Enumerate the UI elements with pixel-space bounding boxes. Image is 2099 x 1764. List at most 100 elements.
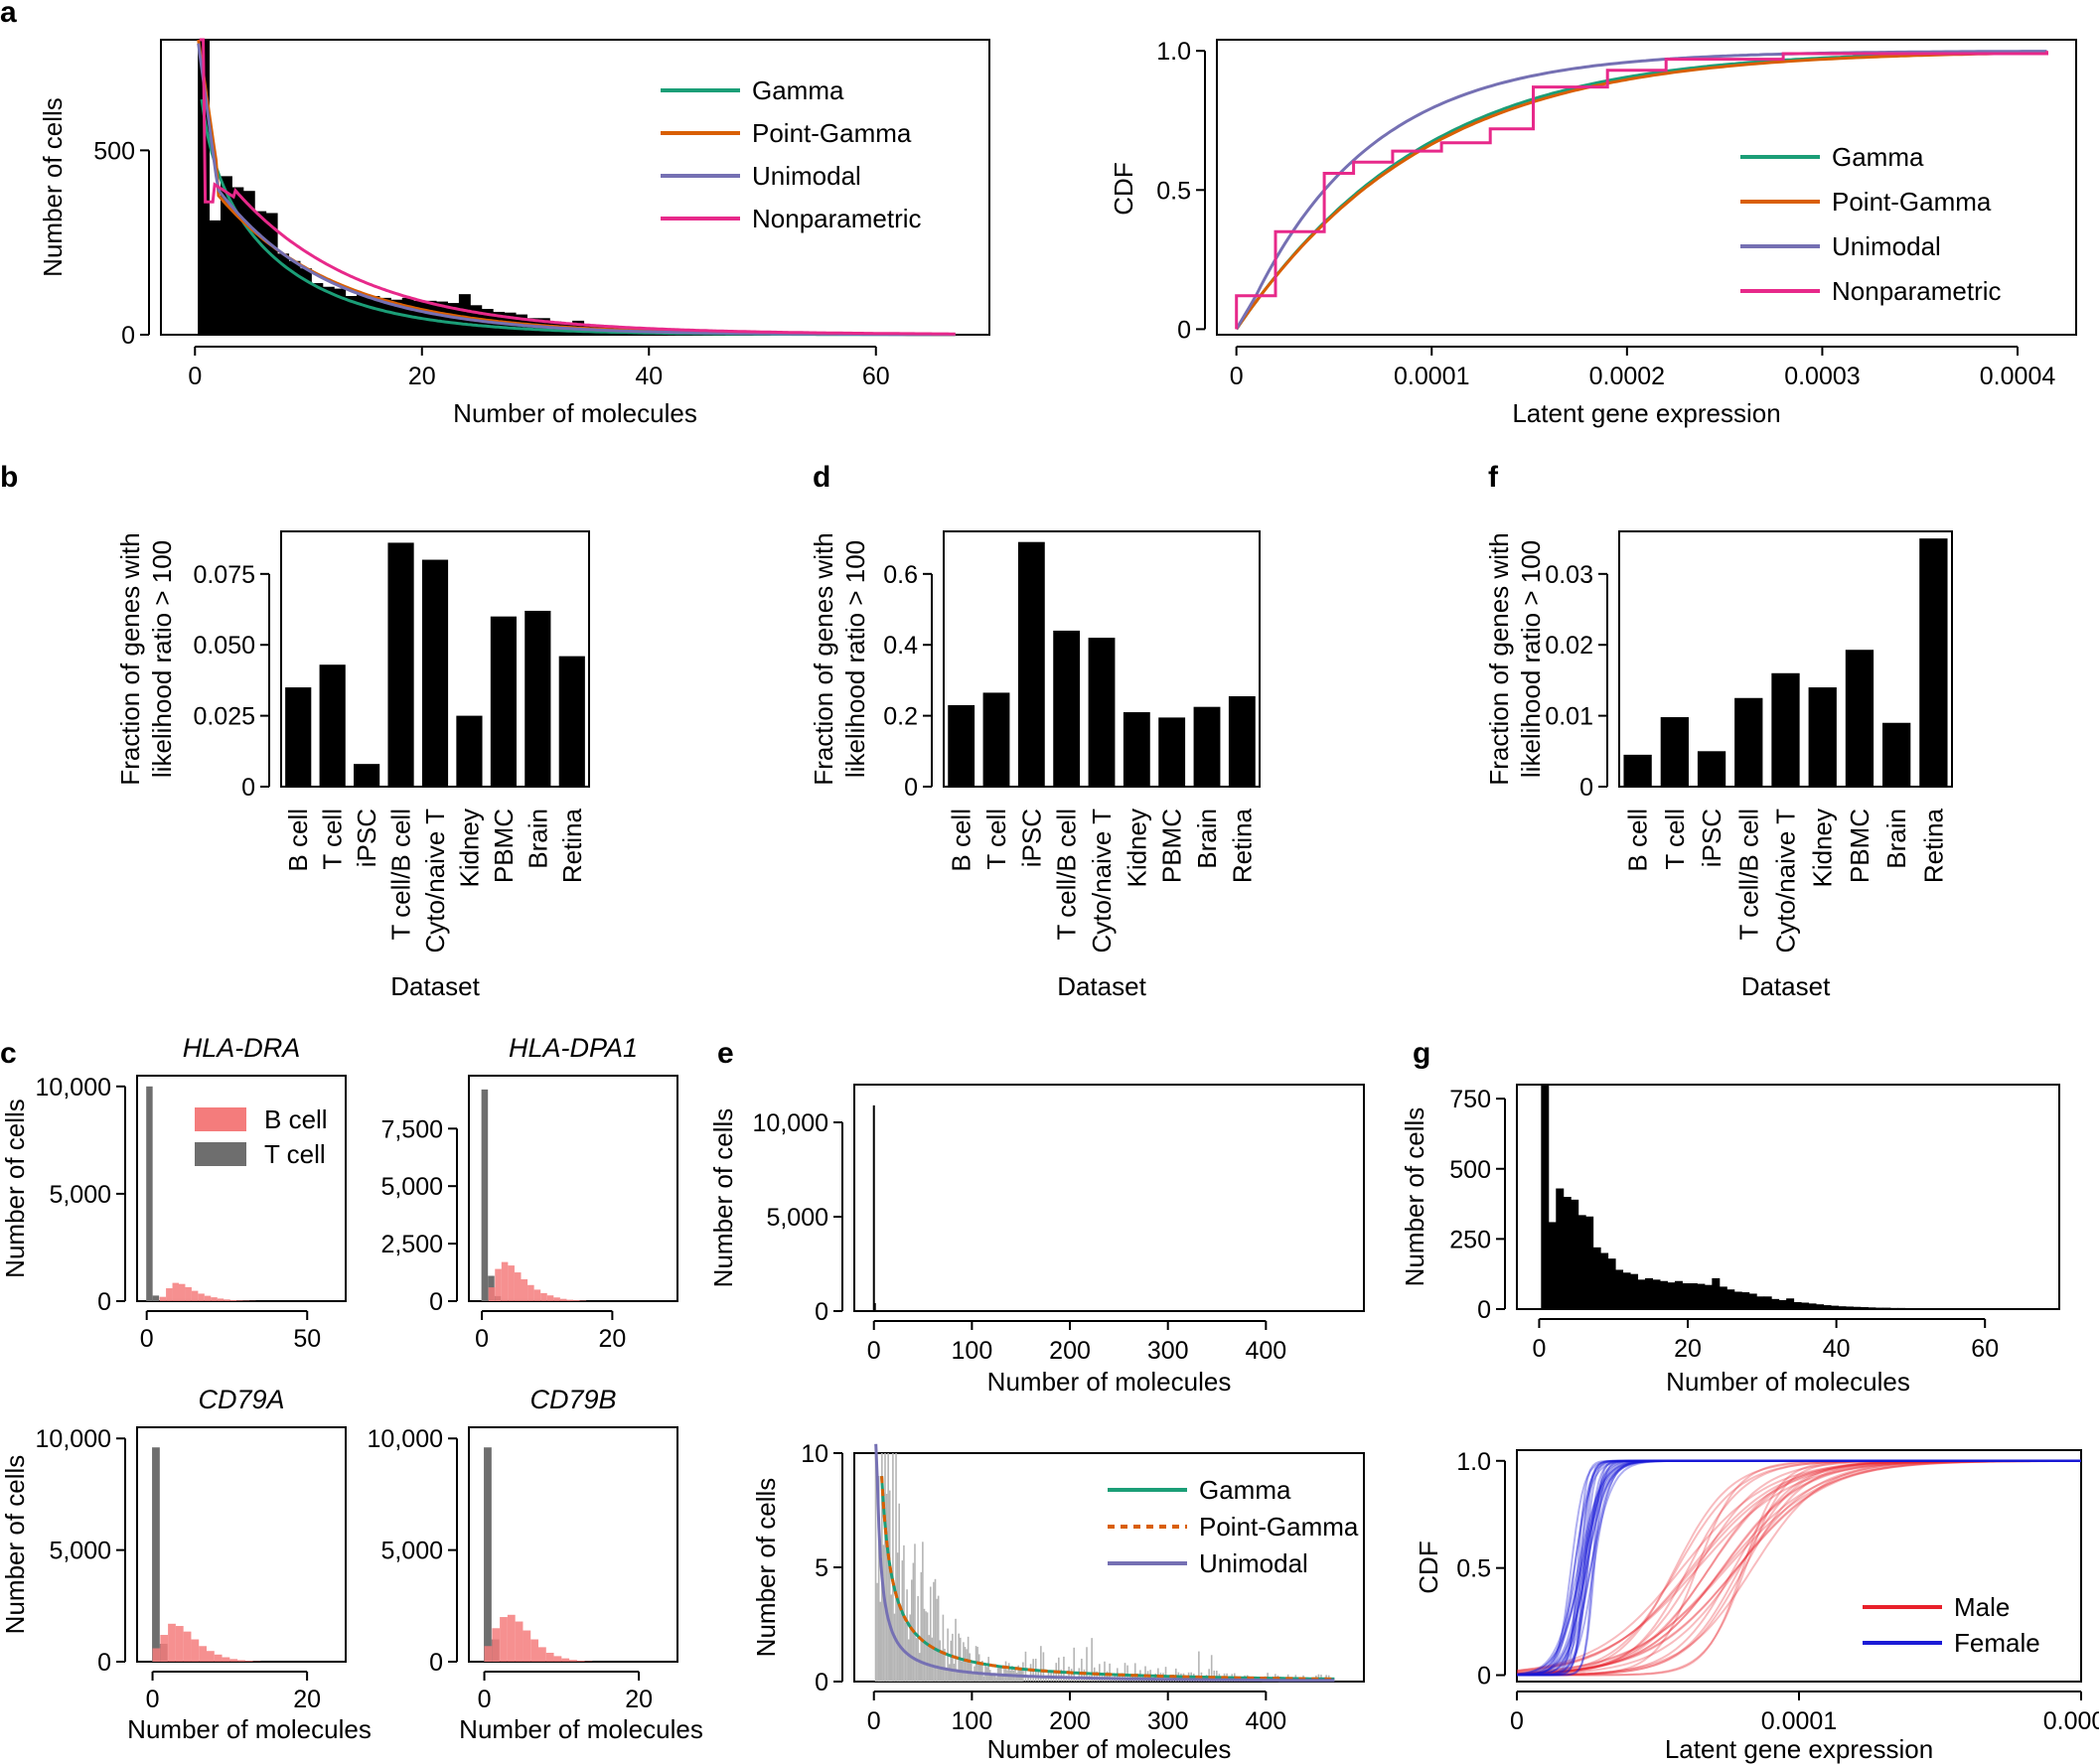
histogram-bar <box>1838 1306 1847 1309</box>
b-cell-bar <box>237 1660 245 1662</box>
histogram-bar <box>1719 1286 1727 1309</box>
b-cell-bar <box>533 1289 541 1301</box>
histogram-bar <box>914 1544 916 1682</box>
histogram-bar <box>1712 1277 1721 1309</box>
male-cdf-curve <box>1516 1459 2081 1676</box>
histogram-bar <box>1592 1247 1601 1309</box>
histogram-bar <box>1934 1308 1943 1309</box>
x-tick-label: 0 <box>867 1707 881 1735</box>
x-axis-label: Number of molecules <box>453 398 697 428</box>
b-cell-bar <box>553 1656 562 1662</box>
female-cdf-curve <box>1517 1459 2081 1677</box>
histogram-bar <box>1607 1258 1616 1309</box>
y-axis-label-line2: likelihood ratio > 100 <box>840 540 870 778</box>
x-tick-label: 60 <box>1971 1335 1999 1363</box>
histogram-bar <box>1001 1676 1004 1682</box>
histogram-bar <box>1622 1272 1631 1309</box>
b-cell-bar <box>175 1626 184 1662</box>
y-axis-label-line1: Fraction of genes with <box>115 532 145 785</box>
x-tick-label: 40 <box>1823 1335 1851 1363</box>
panel-label-f: f <box>1488 461 1499 494</box>
x-axis-label: Latent gene expression <box>1665 1734 1933 1764</box>
histogram-bar <box>265 213 278 335</box>
bar-t-cell <box>1660 717 1689 787</box>
y-tick-label: 5,000 <box>380 1538 443 1565</box>
y-tick-label: 500 <box>93 137 135 165</box>
b-cell-bar <box>527 1284 534 1301</box>
x-tick-label: 40 <box>635 363 663 390</box>
category-label: PBMC <box>489 808 519 883</box>
y-tick-label: 0.02 <box>1545 632 1593 660</box>
b-cell-bar <box>199 1646 207 1662</box>
gene-title: CD79A <box>198 1385 284 1414</box>
gene-title: CD79B <box>529 1385 616 1414</box>
b-cell-bar <box>185 1286 192 1301</box>
legend-label: Male <box>1954 1592 2010 1622</box>
chart-e-bottom: 0 100 200 300 400 0 5 10 Number of molecules Numb… <box>751 1440 1365 1764</box>
unimodal-curve <box>874 1443 1335 1683</box>
y-tick-label: 500 <box>1449 1156 1491 1184</box>
histogram-bar <box>950 1640 953 1682</box>
histogram-bar <box>995 1677 997 1682</box>
histogram-bar <box>1853 1306 1862 1309</box>
x-axis-label: Dataset <box>1057 971 1146 1001</box>
b-cell-bar <box>217 1298 225 1301</box>
bar-cyto-naive-t <box>1771 672 1800 787</box>
x-tick-label: 0 <box>188 363 202 390</box>
histogram-bar <box>933 1581 935 1682</box>
legend-label: Gamma <box>752 75 844 105</box>
x-tick-label: 0 <box>140 1325 154 1353</box>
y-tick-label: 0.050 <box>193 632 255 660</box>
histogram-bar <box>242 191 255 335</box>
b-cell-bar <box>229 1299 237 1301</box>
histogram-bar <box>888 1490 891 1682</box>
b-cell-bar <box>224 1299 230 1301</box>
b-cell-bar <box>514 1272 522 1301</box>
histogram-bar <box>890 1594 893 1682</box>
x-axis-label: Dataset <box>1741 971 1831 1001</box>
category-label: T cell <box>318 808 348 870</box>
histogram-bar <box>901 1560 904 1682</box>
bar-t-cell <box>319 664 346 787</box>
x-tick-label: 0.0002 <box>1589 363 1665 390</box>
b-cell-bar <box>166 1288 173 1301</box>
legend-label: Unimodal <box>752 161 861 191</box>
x-tick-label: 400 <box>1245 1707 1286 1735</box>
female-cdf-curve <box>1516 1459 2081 1677</box>
x-tick-label: 60 <box>862 363 890 390</box>
chart-a-left: 0 20 40 60 0 500 Number of molecules Number of … <box>38 38 990 428</box>
y-tick-label: 10,000 <box>36 1074 111 1102</box>
y-tick-label: 0 <box>97 1288 111 1316</box>
bar-b-cell <box>285 687 312 787</box>
female-cdf-curve <box>1516 1459 2081 1676</box>
x-tick-label: 0.0001 <box>1394 363 1469 390</box>
y-tick-label: 0.5 <box>1156 177 1191 205</box>
b-cell-bar <box>576 1661 585 1662</box>
histogram-bar <box>982 1676 985 1682</box>
y-tick-label: 0 <box>429 1288 443 1316</box>
b-cell-bar <box>198 1293 205 1301</box>
category-label: Kidney <box>1808 808 1838 888</box>
female-cdf-curve <box>1516 1459 2081 1677</box>
histogram-bar <box>345 296 358 335</box>
y-tick-label: 0.01 <box>1545 703 1593 731</box>
histogram-bar <box>357 294 369 335</box>
histogram-bar <box>972 1672 975 1682</box>
bar-brain <box>1882 722 1911 787</box>
y-tick-label: 0.075 <box>193 561 255 589</box>
chart-g-bottom: 0 0.0001 0.0002 0 0.5 1.0 Latent gene expressi… <box>1414 1448 2099 1764</box>
y-tick-label: 0 <box>1579 774 1593 802</box>
histogram-bar <box>1083 1669 1086 1682</box>
b-cell-bar <box>492 1628 501 1662</box>
category-label: Brain <box>1192 808 1222 869</box>
b-cell-bar <box>521 1278 528 1301</box>
t-cell-bar <box>152 1295 160 1301</box>
x-axis-label: Number of molecules <box>459 1714 703 1744</box>
y-tick-label: 0 <box>815 1669 828 1696</box>
histogram-bar <box>929 1586 932 1682</box>
bar-pbmc <box>1158 717 1186 787</box>
category-label: Kidney <box>1122 808 1151 888</box>
bar-ipsc <box>1017 541 1045 787</box>
b-cell-bar <box>523 1630 531 1662</box>
female-cdf-curve <box>1516 1459 2081 1677</box>
